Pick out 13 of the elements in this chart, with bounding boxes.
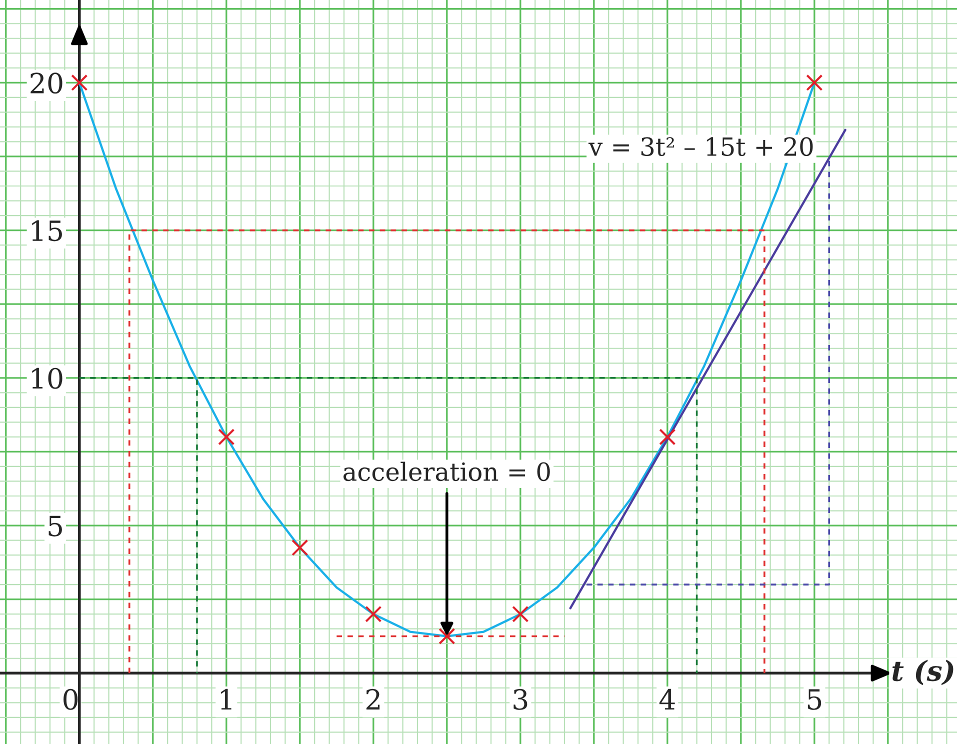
y-tick-label: 10 (32, 368, 62, 389)
y-tick-label: 5 (48, 516, 62, 536)
annotation: v = 3t² – 15t + 20 (588, 137, 813, 156)
x-tick-label: 3 (514, 688, 528, 710)
x-tick-label: 5 (808, 689, 822, 710)
x-axis-title: t (s) (892, 660, 954, 686)
x-tick-label: 2 (366, 688, 380, 710)
y-tick-label: 20 (30, 72, 62, 94)
y-tick-label: 15 (32, 220, 62, 242)
x-tick-label: 4 (659, 688, 675, 710)
x-tick-label: 0 (64, 688, 78, 710)
annotation: acceleration = 0 (343, 462, 550, 482)
x-tick-label: 1 (220, 688, 232, 710)
